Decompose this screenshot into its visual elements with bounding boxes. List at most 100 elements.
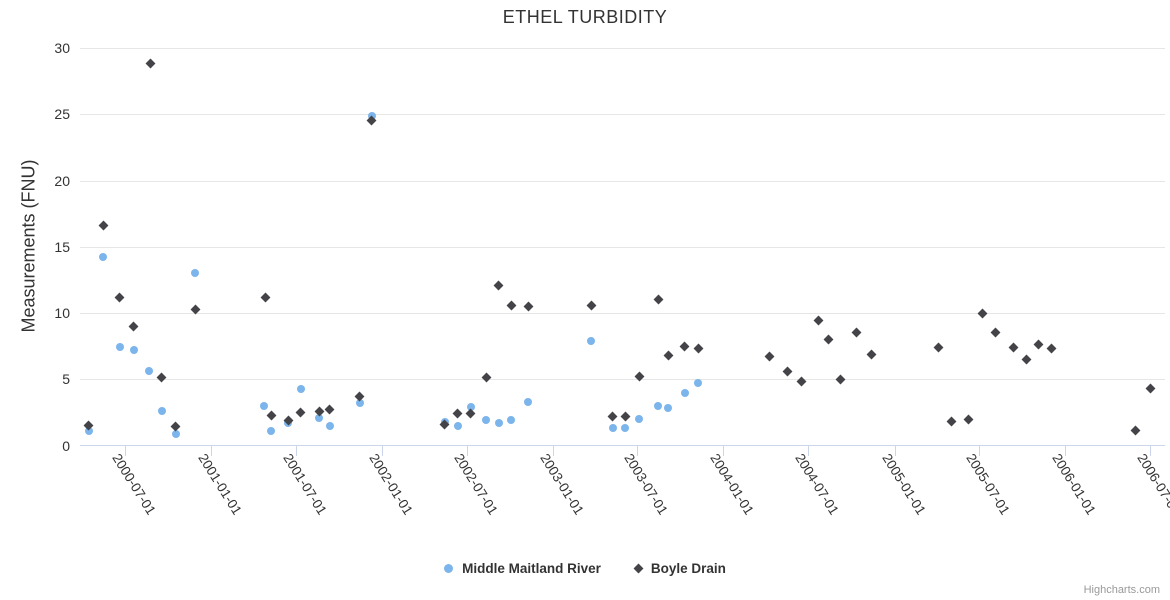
data-point-boyle-drain[interactable] [506, 300, 517, 310]
legend-label: Middle Maitland River [462, 561, 601, 576]
data-point-boyle-drain[interactable] [782, 366, 793, 377]
data-point-middle-maitland-river[interactable] [466, 403, 475, 412]
data-point-boyle-drain[interactable] [1145, 383, 1155, 394]
data-point-middle-maitland-river[interactable] [587, 336, 596, 345]
data-point-middle-maitland-river[interactable] [694, 379, 703, 388]
data-point-middle-maitland-river[interactable] [84, 426, 93, 435]
data-point-boyle-drain[interactable] [266, 410, 277, 420]
data-point-middle-maitland-river[interactable] [129, 346, 138, 355]
data-point-boyle-drain[interactable] [607, 411, 618, 422]
legend-label: Boyle Drain [650, 561, 726, 576]
diamond-marker-icon [633, 563, 644, 574]
data-point-boyle-drain[interactable] [324, 404, 335, 415]
data-point-boyle-drain[interactable] [1046, 343, 1057, 354]
data-point-boyle-drain[interactable] [260, 292, 271, 303]
legend-item-boyle-drain[interactable]: Boyle Drain [633, 561, 726, 576]
data-point-boyle-drain[interactable] [933, 342, 944, 353]
data-point-middle-maitland-river[interactable] [260, 401, 269, 410]
data-point-boyle-drain[interactable] [114, 292, 125, 303]
data-point-boyle-drain[interactable] [452, 408, 463, 419]
y-tick-label: 25 [54, 106, 70, 123]
highcharts-credit[interactable]: Highcharts.com [1083, 584, 1160, 596]
x-tick [211, 446, 213, 456]
data-point-middle-maitland-river[interactable] [325, 421, 334, 430]
data-point-boyle-drain[interactable] [620, 411, 631, 422]
data-point-boyle-drain[interactable] [493, 280, 504, 291]
data-point-boyle-drain[interactable] [946, 416, 957, 427]
x-tick [637, 446, 639, 456]
data-point-middle-maitland-river[interactable] [453, 421, 462, 430]
data-point-boyle-drain[interactable] [963, 414, 973, 424]
data-point-boyle-drain[interactable] [813, 315, 824, 326]
data-point-middle-maitland-river[interactable] [635, 415, 644, 423]
data-point-middle-maitland-river[interactable] [99, 253, 107, 262]
data-point-boyle-drain[interactable] [481, 372, 492, 383]
data-point-middle-maitland-river[interactable] [608, 424, 617, 433]
data-point-boyle-drain[interactable] [679, 341, 690, 352]
y-tick-label: 5 [62, 371, 70, 388]
y-gridline [80, 114, 1165, 116]
y-gridline [80, 313, 1165, 314]
x-tick-label: 2004-07-01 [792, 451, 843, 518]
data-point-boyle-drain[interactable] [653, 294, 664, 305]
x-tick [979, 446, 981, 456]
x-tick [295, 446, 297, 456]
x-axis-line [80, 445, 1165, 446]
x-tick [1150, 446, 1151, 456]
x-tick [1065, 446, 1067, 456]
x-tick-label: 2006-07-01 [1134, 451, 1170, 518]
x-tick-label: 2003-07-01 [621, 451, 671, 518]
data-point-boyle-drain[interactable] [145, 58, 156, 69]
data-point-boyle-drain[interactable] [823, 334, 834, 345]
data-point-middle-maitland-river[interactable] [482, 416, 491, 425]
data-point-boyle-drain[interactable] [465, 408, 476, 419]
data-point-boyle-drain[interactable] [1008, 342, 1019, 353]
x-tick-label: 2005-07-01 [963, 451, 1013, 518]
data-point-middle-maitland-river[interactable] [355, 399, 364, 408]
data-point-boyle-drain[interactable] [1131, 425, 1141, 436]
data-point-middle-maitland-river[interactable] [171, 429, 180, 438]
data-point-middle-maitland-river[interactable] [654, 401, 663, 410]
data-point-boyle-drain[interactable] [663, 350, 674, 361]
data-point-boyle-drain[interactable] [523, 301, 534, 312]
data-point-middle-maitland-river[interactable] [315, 413, 324, 422]
data-point-middle-maitland-river[interactable] [267, 426, 276, 435]
x-tick-label: 2003-01-01 [536, 451, 587, 518]
data-point-boyle-drain[interactable] [764, 351, 775, 362]
data-point-middle-maitland-river[interactable] [507, 416, 516, 425]
data-point-middle-maitland-river[interactable] [145, 367, 154, 376]
data-point-boyle-drain[interactable] [835, 374, 846, 385]
y-tick-label: 20 [54, 172, 70, 189]
data-point-middle-maitland-river[interactable] [664, 404, 673, 413]
data-point-boyle-drain[interactable] [990, 327, 1001, 338]
x-tick-label: 2002-07-01 [450, 451, 501, 518]
data-point-middle-maitland-river[interactable] [296, 384, 305, 393]
data-point-boyle-drain[interactable] [295, 407, 306, 418]
data-point-middle-maitland-river[interactable] [680, 388, 689, 397]
data-point-boyle-drain[interactable] [851, 327, 862, 338]
x-tick [552, 446, 554, 456]
data-point-boyle-drain[interactable] [128, 321, 139, 332]
data-point-boyle-drain[interactable] [1021, 354, 1032, 365]
y-tick-label: 0 [62, 437, 70, 454]
data-point-middle-maitland-river[interactable] [621, 424, 630, 433]
data-point-middle-maitland-river[interactable] [367, 111, 376, 120]
data-point-boyle-drain[interactable] [586, 300, 597, 310]
data-point-middle-maitland-river[interactable] [524, 397, 533, 406]
data-point-middle-maitland-river[interactable] [494, 418, 503, 427]
data-point-boyle-drain[interactable] [1033, 339, 1044, 350]
data-point-boyle-drain[interactable] [157, 372, 167, 383]
x-tick-label: 2001-07-01 [280, 451, 330, 518]
data-point-boyle-drain[interactable] [866, 349, 877, 360]
data-point-middle-maitland-river[interactable] [157, 407, 166, 416]
x-tick [381, 446, 383, 456]
legend-item-middle-maitland-river[interactable]: Middle Maitland River [444, 561, 601, 576]
x-tick [723, 446, 725, 456]
data-point-boyle-drain[interactable] [98, 220, 108, 231]
data-point-middle-maitland-river[interactable] [191, 269, 200, 278]
chart-title: ETHEL TURBIDITY [502, 7, 668, 27]
data-point-boyle-drain[interactable] [693, 343, 704, 354]
data-point-boyle-drain[interactable] [977, 308, 988, 318]
data-point-middle-maitland-river[interactable] [115, 343, 124, 352]
